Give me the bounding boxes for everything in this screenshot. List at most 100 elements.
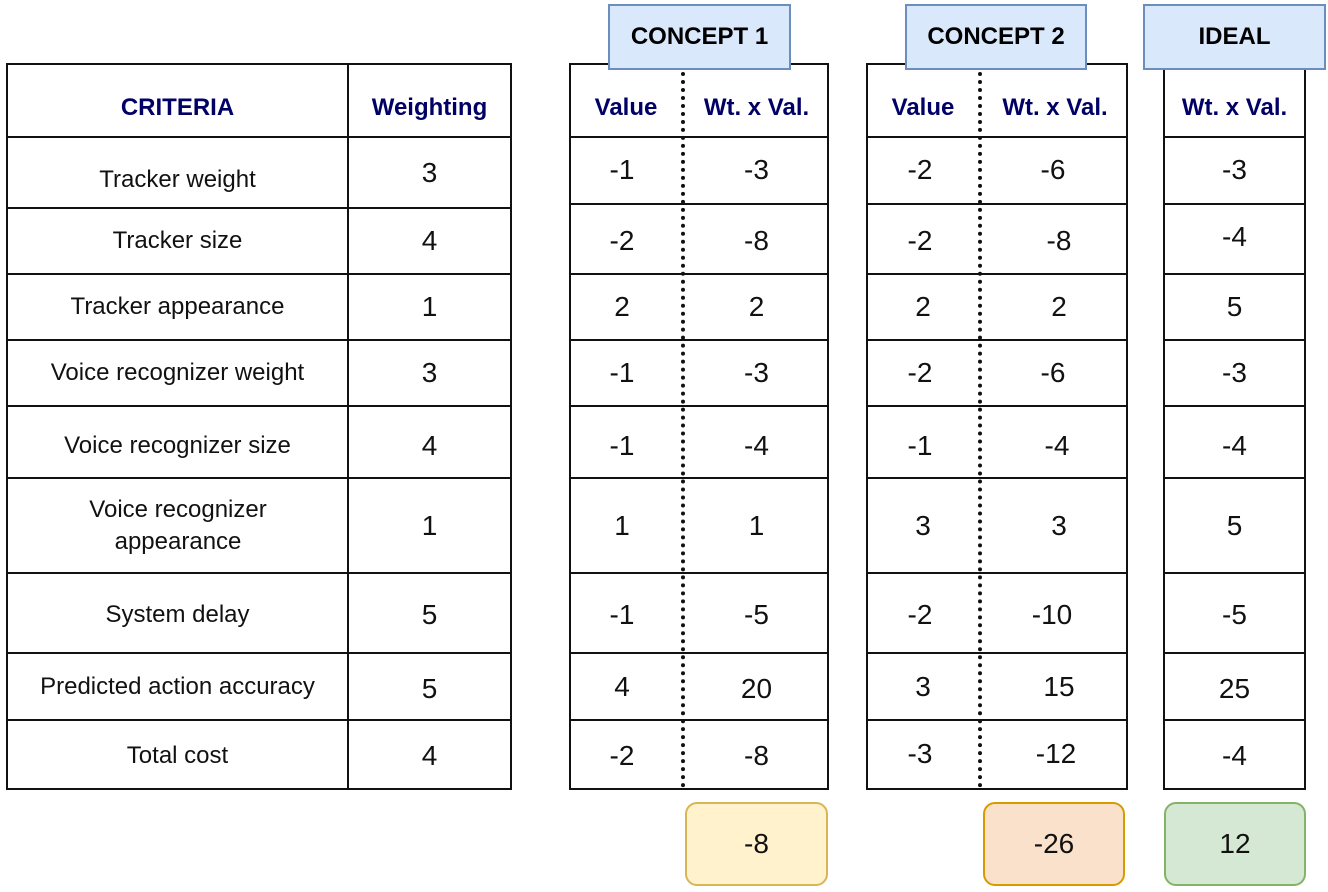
- concept2-wtval: -6: [1040, 357, 1066, 388]
- concept2-value: -2: [907, 153, 933, 185]
- criteria-row-border: [6, 477, 512, 479]
- concept1-header-border: [569, 136, 829, 138]
- ideal-wtval: -4: [1222, 430, 1247, 461]
- ideal-header-border: [1163, 136, 1306, 138]
- ideal-row-border: [1163, 652, 1306, 654]
- weight-value: 3: [421, 357, 438, 388]
- ideal-row-border: [1163, 203, 1306, 205]
- criteria-row-border: [6, 273, 512, 275]
- concept1-value: -1: [609, 599, 635, 630]
- concept1-wtval: 1: [748, 509, 765, 541]
- concept2-value: -2: [907, 357, 933, 388]
- concept1-wtval: 2: [748, 291, 765, 322]
- concept2-row-border: [866, 405, 1128, 407]
- concept1-value: 4: [614, 670, 630, 702]
- concept2-title: CONCEPT 2: [905, 4, 1087, 70]
- concept1-row-border: [569, 405, 829, 407]
- criterion-label: Tracker size: [112, 227, 243, 254]
- criteria-row-border: [6, 719, 512, 721]
- concept1-row-border: [569, 719, 829, 721]
- concept1-dotted-divider: [681, 72, 685, 788]
- criteria-header: CRITERIA: [120, 94, 235, 121]
- weight-value: 1: [421, 291, 438, 322]
- concept2-wtval: -10: [1031, 599, 1073, 630]
- concept2-wtval: 2: [1051, 291, 1067, 322]
- weight-value: 4: [421, 225, 438, 256]
- concept2-header-border: [866, 136, 1128, 138]
- concept2-row-border: [866, 719, 1128, 721]
- weight-value: 5: [421, 673, 438, 704]
- concept1-value: -1: [609, 153, 635, 185]
- concept2-value: 3: [915, 670, 931, 702]
- concept2-value: -2: [907, 225, 933, 256]
- ideal-title: IDEAL: [1143, 4, 1326, 70]
- concept1-total-score: -8: [685, 802, 828, 886]
- concept1-value: -2: [609, 739, 635, 771]
- concept1-wtval: -5: [744, 599, 769, 630]
- criteria-row-border: [6, 405, 512, 407]
- concept1-row-border: [569, 652, 829, 654]
- concept2-wtval: 3: [1051, 509, 1067, 541]
- concept2-row-border: [866, 339, 1128, 341]
- concept2-wtval: -4: [1044, 430, 1070, 461]
- concept2-value: 2: [915, 291, 931, 322]
- concept2-row-border: [866, 572, 1128, 574]
- concept1-row-border: [569, 477, 829, 479]
- ideal-wtval: 5: [1226, 291, 1243, 322]
- criteria-row-border: [6, 652, 512, 654]
- criterion-label: System delay: [105, 601, 250, 628]
- concept2-dotted-divider: [978, 72, 982, 788]
- criteria-header-border: [6, 136, 512, 138]
- weight-value: 4: [421, 430, 438, 461]
- weighting-header: Weighting: [371, 94, 488, 121]
- ideal-wtval: -5: [1222, 599, 1247, 630]
- ideal-total-score: 12: [1164, 802, 1306, 886]
- ideal-wtval: -3: [1222, 153, 1247, 185]
- concept1-value-header: Value: [594, 94, 658, 121]
- concept2-total-score: -26: [983, 802, 1125, 886]
- criterion-label: Voice recognizer appearance: [89, 495, 267, 555]
- ideal-row-border: [1163, 719, 1306, 721]
- criterion-label: Predicted action accuracy: [40, 672, 315, 700]
- concept1-wtval: -3: [744, 153, 769, 185]
- concept1-value: -1: [609, 430, 635, 461]
- criterion-label: Voice recognizer weight: [50, 359, 305, 386]
- concept1-row-border: [569, 203, 829, 205]
- concept2-value: -3: [907, 738, 933, 769]
- concept2-value: 3: [915, 509, 931, 541]
- concept2-value: -2: [907, 599, 933, 630]
- concept1-value: 1: [614, 509, 630, 541]
- concept1-wtval: -8: [744, 225, 769, 256]
- criteria-row-border: [6, 572, 512, 574]
- concept1-row-border: [569, 339, 829, 341]
- concept1-value: -1: [609, 357, 635, 388]
- concept2-row-border: [866, 203, 1128, 205]
- ideal-wtval: -3: [1222, 357, 1247, 388]
- criteria-row-border: [6, 207, 512, 209]
- criteria-table-divider: [347, 63, 349, 790]
- concept1-wtval: -4: [744, 430, 769, 461]
- ideal-wtval-header: Wt. x Val.: [1181, 94, 1288, 121]
- weight-value: 5: [421, 599, 438, 630]
- concept1-value: 2: [614, 291, 630, 322]
- concept2-value: -1: [907, 430, 933, 461]
- criterion-label: Tracker appearance: [70, 293, 285, 320]
- criterion-label: Tracker weight: [99, 166, 256, 193]
- concept1-wtval: -3: [744, 357, 769, 388]
- criterion-label: Voice recognizer size: [64, 432, 291, 459]
- criterion-label: Total cost: [126, 741, 229, 769]
- concept2-wtval: -8: [1046, 225, 1072, 256]
- ideal-wtval: 5: [1226, 509, 1243, 541]
- concept2-row-border: [866, 652, 1128, 654]
- ideal-row-border: [1163, 572, 1306, 574]
- criteria-table: [6, 63, 512, 790]
- concept2-row-border: [866, 477, 1128, 479]
- weight-value: 1: [421, 509, 438, 541]
- weight-value: 3: [421, 156, 438, 188]
- concept1-wtval: 20: [740, 673, 773, 704]
- concept1-wtval-header: Wt. x Val.: [703, 94, 810, 121]
- concept2-wtval: -6: [1040, 153, 1066, 185]
- concept1-value: -2: [609, 225, 635, 256]
- ideal-row-border: [1163, 405, 1306, 407]
- concept2-wtval: -12: [1035, 738, 1077, 769]
